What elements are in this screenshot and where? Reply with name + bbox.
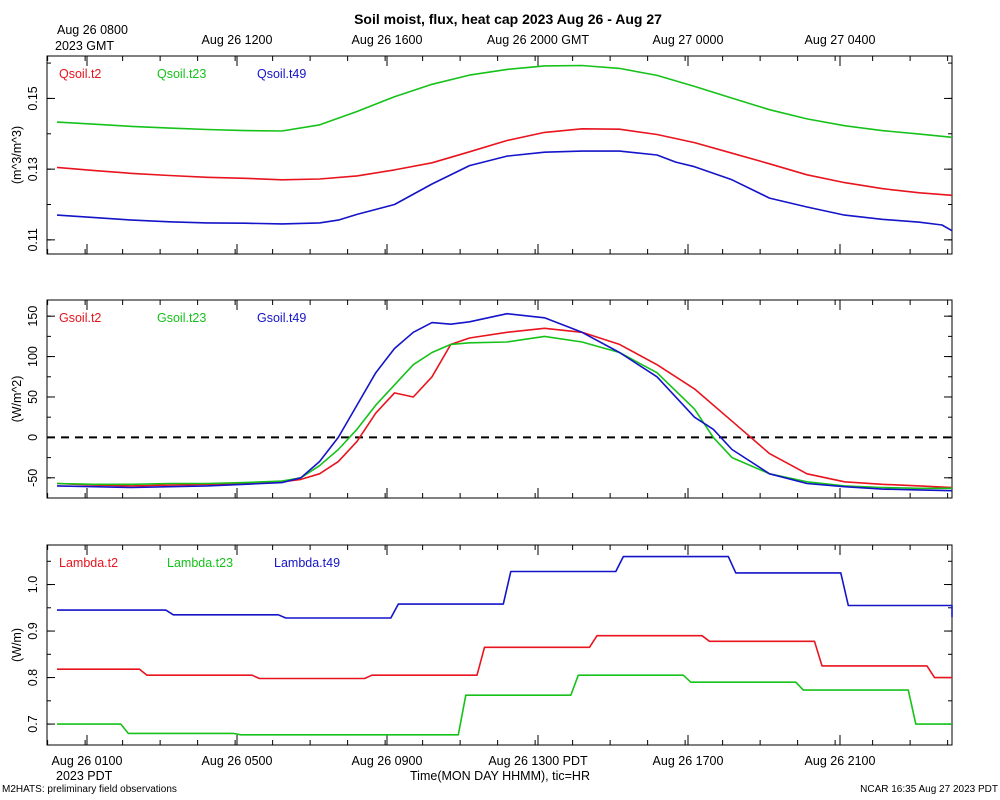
y-tick-label: 50 (26, 390, 40, 404)
bottom-axis-label: Aug 26 0500 (202, 754, 273, 768)
top-axis-first-label-line1: Aug 26 0800 (57, 23, 128, 37)
legend-entry: Gsoil.t49 (257, 311, 306, 325)
bottom-axis-year-label: 2023 PDT (56, 769, 113, 783)
top-axis-label: Aug 27 0000 (653, 33, 724, 47)
legend-entry: Lambda.t2 (59, 556, 118, 570)
y-tick-label: 150 (26, 306, 40, 327)
legend-entry: Qsoil.t23 (157, 67, 206, 81)
bottom-axis-label: Aug 26 2100 (805, 754, 876, 768)
series-line-Gsoil.t2 (56, 327, 953, 489)
series-line-Lambda.t2 (57, 634, 952, 680)
series-line-Gsoil.t49 (56, 312, 953, 492)
top-axis-label: Aug 26 1600 (352, 33, 423, 47)
footer-left: M2HATS: preliminary field observations (2, 784, 177, 795)
y-tick-label: 0.8 (26, 669, 40, 686)
panel-soil-heat-flux: -50 0 50 100 150 (W/m^2) Gsoil.t2 Gsoil.t23 Gsoi… (10, 299, 953, 499)
top-axis-labels: Aug 26 1200 Aug 26 1600 Aug 26 2000 GMT Aug… (202, 33, 876, 47)
bottom-axis-label: Aug 26 0900 (352, 754, 423, 768)
series-line-Lambda.t23 (57, 674, 952, 736)
panels: 0.11 0.13 0.15 (m^3/m^3) Qsoil.t2 Qsoil.t23 Qs… (10, 55, 953, 746)
x-axis-label: Time(MON DAY HHMM), tic=HR (410, 769, 590, 783)
series-line-Qsoil.t23 (56, 64, 953, 139)
top-axis-label: Aug 26 1200 (202, 33, 273, 47)
y-tick-label: 1.0 (26, 576, 40, 593)
series-line-Lambda.t49 (57, 555, 953, 619)
legend-entry: Qsoil.t2 (59, 67, 101, 81)
legend-entry: Qsoil.t49 (257, 67, 306, 81)
y-axis-label: (W/m) (10, 628, 24, 662)
y-tick-label: 0.7 (26, 715, 40, 732)
y-tick-label: 0.13 (26, 157, 40, 181)
top-axis-first-label-line2: 2023 GMT (55, 39, 114, 53)
y-tick-label: 0 (26, 434, 40, 441)
legend-entry: Gsoil.t2 (59, 311, 101, 325)
y-tick-label: -50 (26, 469, 40, 487)
series-line-Gsoil.t23 (56, 335, 952, 490)
y-axis-label: (m^3/m^3) (10, 126, 24, 184)
top-axis-label: Aug 27 0400 (805, 33, 876, 47)
legend-entry: Gsoil.t23 (157, 311, 206, 325)
plot-frame (46, 299, 953, 499)
panel-thermal-conductivity: 0.7 0.8 0.9 1.0 (W/m) Lambda.t2 Lambda.t23 Lamb… (10, 544, 953, 746)
bottom-axis-label: Aug 26 1300 PDT (488, 754, 588, 768)
legend-entry: Lambda.t49 (274, 556, 340, 570)
plot-frame (46, 544, 953, 746)
panel-soil-moisture: 0.11 0.13 0.15 (m^3/m^3) Qsoil.t2 Qsoil.t23 Qs… (10, 55, 953, 255)
chart-title: Soil moist, flux, heat cap 2023 Aug 26 -… (354, 11, 662, 27)
bottom-axis-label: Aug 26 0100 (52, 754, 123, 768)
series-line-Qsoil.t2 (56, 128, 953, 197)
series-line-Qsoil.t49 (56, 150, 953, 232)
y-tick-label: 0.11 (26, 228, 40, 251)
legend-entry: Lambda.t23 (167, 556, 233, 570)
y-tick-label: 0.9 (26, 622, 40, 639)
y-axis-label: (W/m^2) (10, 376, 24, 423)
plot-frame (46, 55, 953, 255)
y-tick-label: 0.15 (26, 86, 40, 110)
footer-right: NCAR 16:35 Aug 27 2023 PDT (860, 784, 998, 795)
y-tick-label: 100 (26, 346, 40, 367)
bottom-axis-label: Aug 26 1700 (653, 754, 724, 768)
top-axis-label: Aug 26 2000 GMT (487, 33, 590, 47)
bottom-axis-labels: Aug 26 0100 Aug 26 0500 Aug 26 0900 Aug 26 … (52, 754, 876, 768)
